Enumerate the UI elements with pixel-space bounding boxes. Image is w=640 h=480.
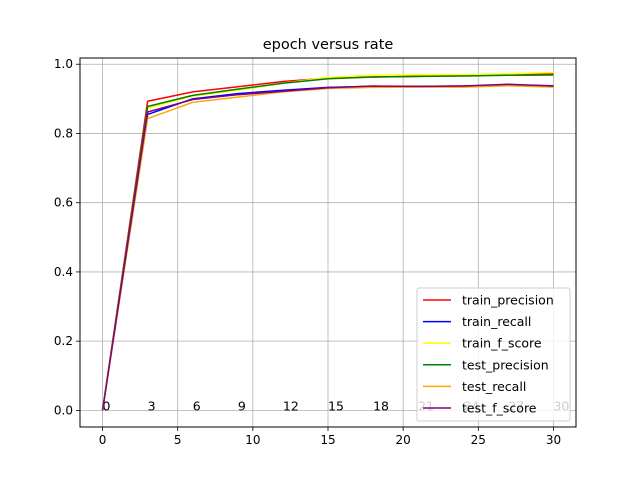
grid	[80, 58, 576, 427]
series-line-test-f-score	[101, 83, 554, 411]
x-tick-label: 10	[245, 433, 260, 447]
chart-title: epoch versus rate	[263, 37, 394, 53]
point-annotation: 12	[283, 398, 299, 413]
x-tick-label: 15	[320, 433, 335, 447]
series-lines	[101, 71, 554, 411]
y-tick-label: 0.2	[54, 334, 73, 348]
point-annotation: 0	[103, 398, 111, 413]
y-tick-label: 0.8	[54, 126, 73, 140]
legend-label: train_recall	[462, 314, 531, 329]
y-tick-label: 0.6	[54, 196, 73, 210]
series-line-test-precision	[101, 74, 554, 411]
x-tick-label: 5	[174, 433, 182, 447]
y-tick-label: 0.0	[54, 403, 73, 417]
point-annotation: 18	[373, 398, 389, 413]
point-annotation: 3	[148, 398, 156, 413]
legend-box	[416, 287, 571, 422]
y-tick-label: 0.4	[54, 265, 73, 279]
axis-ticks: 0 5 10 15 20 25 300.00.20.40.60.81.0	[54, 57, 561, 447]
legend-label: train_precision	[462, 293, 554, 308]
x-tick-label: 30	[546, 433, 561, 447]
point-annotation: 9	[238, 398, 246, 413]
x-tick-label: 25	[471, 433, 486, 447]
point-annotation: 6	[193, 398, 201, 413]
legend-label: test_precision	[462, 357, 549, 372]
legend: train_precision train_recall train_f_score…	[416, 287, 571, 422]
x-tick-label: 20	[396, 433, 411, 447]
legend-label: test_recall	[462, 379, 526, 394]
legend-label: test_f_score	[462, 401, 537, 416]
series-line-train-f-score	[101, 71, 554, 411]
legend-label: train_f_score	[462, 336, 542, 351]
x-tick-label: 0	[99, 433, 107, 447]
point-annotation: 15	[328, 398, 344, 413]
y-tick-label: 1.0	[54, 57, 73, 71]
